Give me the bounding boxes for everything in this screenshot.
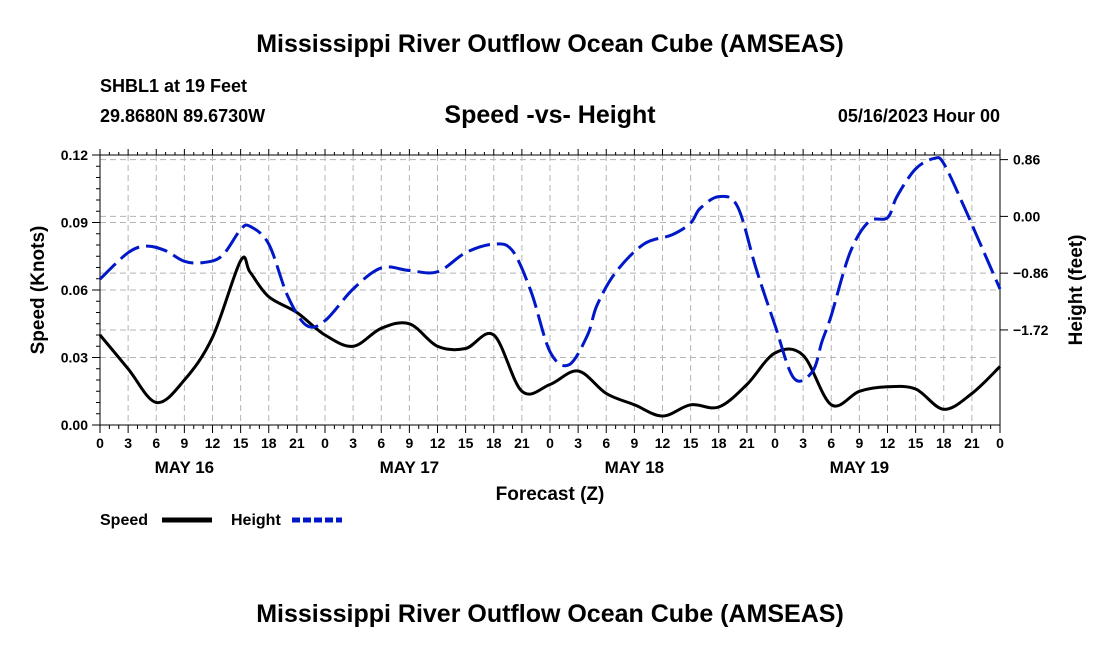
y-tick-label: 0.09 (61, 215, 88, 231)
x-tick-label: 3 (574, 435, 582, 451)
x-tick-label: 6 (377, 435, 385, 451)
y-tick-label: 0.06 (61, 282, 88, 298)
x-tick-label: 9 (855, 435, 863, 451)
series-speed-line (98, 255, 1002, 418)
x-tick-label: 9 (180, 435, 188, 451)
x-tick-label: 15 (683, 435, 699, 451)
chart-title: Speed -vs- Height (444, 101, 656, 129)
x-tick-label: 15 (233, 435, 249, 451)
y2-tick-label: −0.86 (1013, 265, 1049, 281)
legend-speed-label: Speed (100, 512, 148, 529)
y-tick-label: 0.00 (61, 417, 88, 433)
x-tick-label: 3 (349, 435, 357, 451)
x-tick-label: 18 (261, 435, 277, 451)
x-tick-label: 9 (630, 435, 638, 451)
day-label: MAY 19 (830, 458, 890, 477)
y2-tick-label: 0.00 (1013, 208, 1040, 224)
page-title: Mississippi River Outflow Ocean Cube (AM… (256, 30, 844, 58)
x-tick-label: 9 (405, 435, 413, 451)
y-tick-label: 0.03 (61, 350, 88, 366)
x-tick-label: 3 (799, 435, 807, 451)
x-tick-label: 21 (289, 435, 305, 451)
x-tick-label: 12 (205, 435, 221, 451)
day-label: MAY 18 (605, 458, 665, 477)
day-label: MAY 17 (380, 458, 440, 477)
footer-title: Mississippi River Outflow Ocean Cube (AM… (256, 600, 844, 628)
x-tick-label: 0 (321, 435, 329, 451)
x-tick-label: 0 (96, 435, 104, 451)
legend-height-label: Height (231, 512, 281, 529)
x-tick-label: 18 (486, 435, 502, 451)
x-tick-label: 12 (880, 435, 896, 451)
x-tick-label: 21 (964, 435, 980, 451)
forecast-date: 05/16/2023 Hour 00 (837, 106, 1000, 126)
y-axis-label: Speed (Knots) (28, 226, 49, 355)
x-tick-label: 18 (711, 435, 727, 451)
x-tick-label: 15 (458, 435, 474, 451)
day-label: MAY 16 (155, 458, 215, 477)
x-tick-label: 12 (430, 435, 446, 451)
x-tick-label: 6 (827, 435, 835, 451)
x-tick-label: 21 (739, 435, 755, 451)
x-tick-label: 3 (124, 435, 132, 451)
series-height-line (98, 156, 1002, 383)
x-tick-label: 15 (908, 435, 924, 451)
x-tick-label: 21 (514, 435, 530, 451)
x-tick-label: 0 (996, 435, 1004, 451)
x-tick-label: 0 (771, 435, 779, 451)
y-tick-label: 0.12 (61, 147, 88, 163)
y2-tick-label: 0.86 (1013, 152, 1040, 168)
x-tick-label: 12 (655, 435, 671, 451)
axis-ticks: 0 3 6 9 12 15 18 21 0 3 6 9 12 15 18 21 0 3 6 9 12 15 18 21 0 3 6 9… (61, 147, 1049, 477)
x-tick-label: 18 (936, 435, 952, 451)
x-axis-label: Forecast (Z) (496, 484, 605, 505)
station-label: SHBL1 at 19 Feet (100, 76, 248, 96)
y2-tick-label: −1.72 (1013, 322, 1049, 338)
station-coords: 29.8680N 89.6730W (100, 106, 266, 126)
x-tick-label: 6 (152, 435, 160, 451)
legend: Speed Height (100, 512, 342, 529)
x-tick-label: 6 (602, 435, 610, 451)
x-tick-label: 0 (546, 435, 554, 451)
y2-axis-label: Height (feet) (1066, 235, 1087, 346)
series-lines (98, 156, 1002, 418)
